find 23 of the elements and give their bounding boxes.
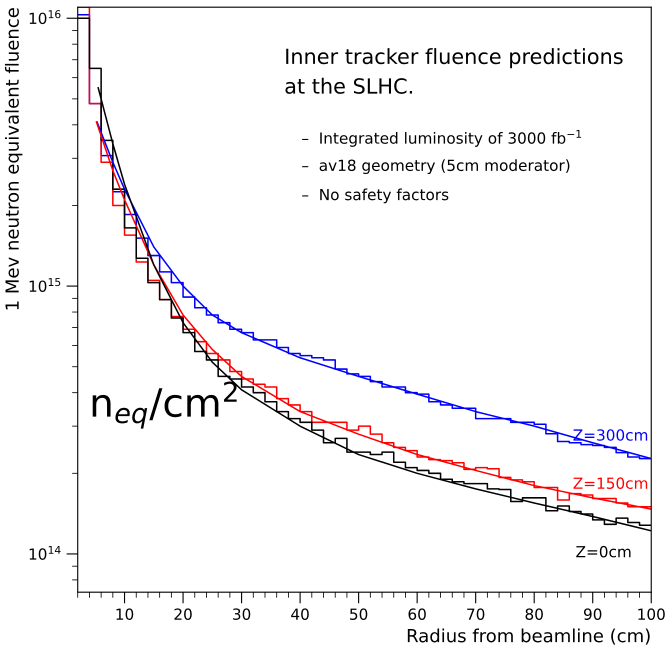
y-tick-label: 10$^{15}$	[30, 278, 60, 292]
x-tick-label: 90	[584, 608, 602, 620]
x-tick-label: 100	[638, 608, 665, 620]
x-tick-label: 50	[350, 608, 368, 620]
y-tick-label: 10$^{14}$	[30, 546, 61, 560]
annotation: – Integrated luminosity of 3000 fb$^{−1}$	[302, 130, 582, 147]
annotation: Inner tracker fluence predictions at the SLHC.	[285, 48, 623, 94]
series-label: Z=300cm	[573, 429, 648, 441]
x-tick-label: 30	[233, 608, 250, 620]
annotation: n$_{eq}$/cm$^{2}$	[92, 382, 237, 429]
annotation: – No safety factors	[302, 188, 448, 204]
x-axis-title: Radius from beamline (cm)	[408, 628, 650, 645]
series-label: Z=0cm	[576, 546, 630, 558]
y-axis-title: 1 Mev neutron equivalent fluence	[4, 8, 22, 310]
x-tick-label: 10	[116, 608, 134, 620]
x-tick-label: 80	[526, 608, 543, 620]
series-label: Z=150cm	[573, 477, 648, 489]
x-tick-label: 40	[291, 608, 309, 620]
annotation: – av18 geometry (5cm moderator)	[302, 159, 570, 174]
x-tick-label: 60	[408, 608, 426, 620]
x-tick-label: 20	[174, 608, 192, 620]
x-tick-label: 70	[467, 608, 484, 620]
y-tick-label: 10$^{16}$	[30, 10, 61, 24]
